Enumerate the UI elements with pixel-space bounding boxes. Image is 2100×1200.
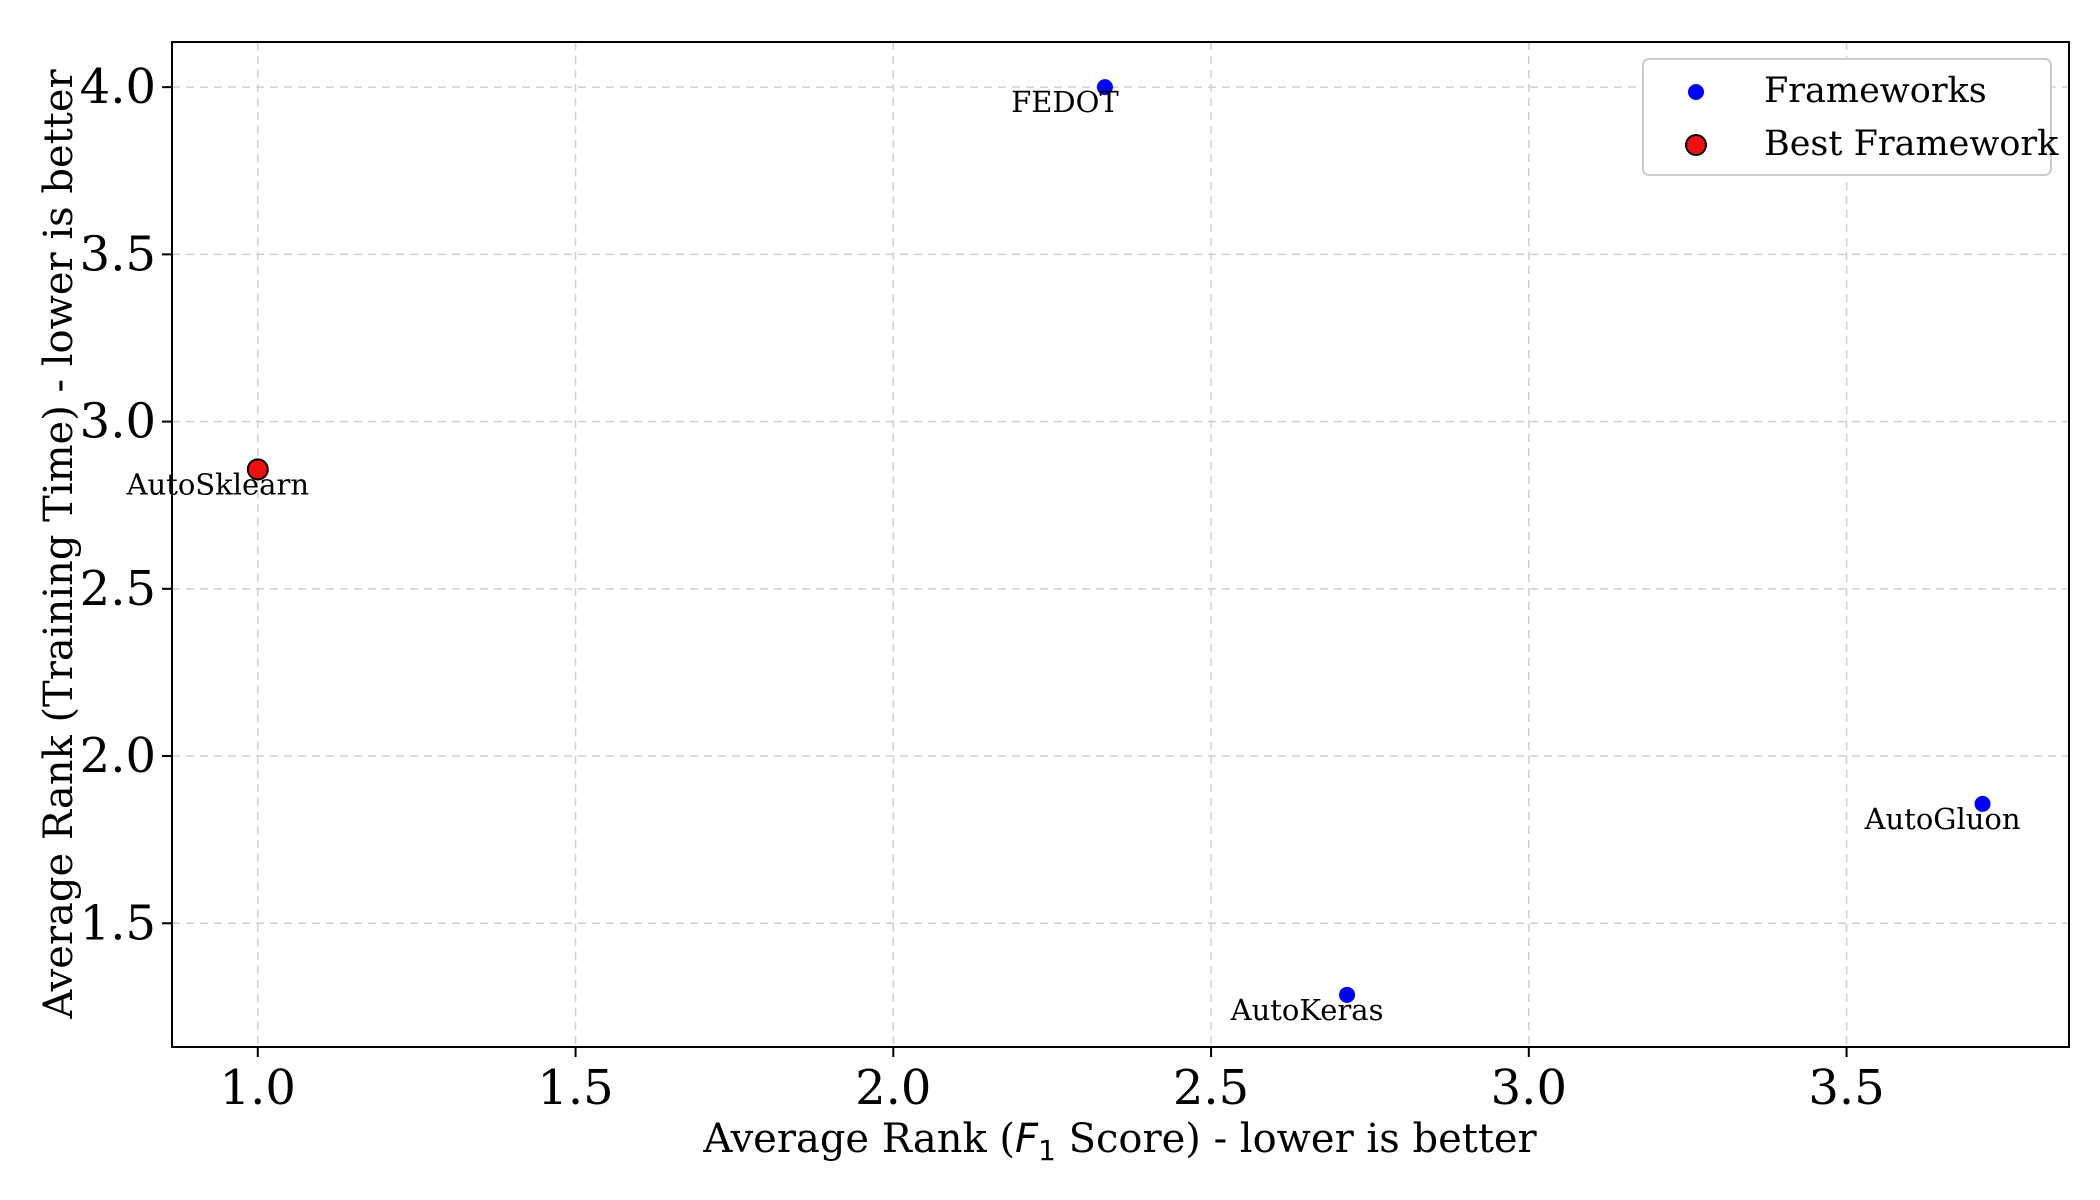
y-axis-label: Average Rank (Training Time) - lower is … <box>36 68 82 1019</box>
x-axis-label-end: Score) - lower is better <box>1056 1116 1538 1162</box>
plot-frame <box>171 41 2070 1048</box>
x-axis-label-start: Average Rank ( <box>702 1116 1015 1162</box>
data-point <box>1096 79 1113 96</box>
x-tick-label: 2.5 <box>1173 1060 1249 1116</box>
x-axis-label-subscript: 1 <box>1038 1134 1056 1167</box>
legend-marker-frameworks <box>1688 84 1704 100</box>
data-point <box>1974 795 1991 812</box>
x-tick-label: 1.5 <box>537 1060 613 1116</box>
x-tick-label: 3.0 <box>1491 1060 1567 1116</box>
y-tick-label: 3.0 <box>80 394 156 450</box>
legend: Frameworks Best Framework <box>1642 58 2059 176</box>
point-label: AutoGluon <box>1864 802 2021 836</box>
legend-label-best-framework: Best Framework <box>1764 124 2059 164</box>
point-label: AutoSklearn <box>126 467 309 501</box>
x-tick-label: 3.5 <box>1808 1060 1884 1116</box>
y-tick-label: 3.5 <box>80 226 156 282</box>
point-label: AutoKeras <box>1230 993 1384 1027</box>
data-point <box>1339 986 1356 1003</box>
point-label: FEDOT <box>1011 85 1119 119</box>
x-axis-label: Average Rank (F1 Score) - lower is bette… <box>702 1116 1537 1167</box>
plot-background <box>172 42 2069 1047</box>
legend-marker-best-framework <box>1685 134 1707 156</box>
x-axis-label-symbol: F <box>1015 1116 1039 1162</box>
data-point <box>246 458 269 481</box>
x-tick-label: 2.0 <box>855 1060 931 1116</box>
y-tick-label: 2.5 <box>80 561 156 617</box>
ticks: 1.0 1.5 2.0 2.5 3.0 3.5 1.5 2.0 2.5 3.0 3.5 4.0 <box>80 59 1885 1116</box>
y-tick-label: 2.0 <box>80 728 156 784</box>
data-points: FEDOT AutoGluon AutoKeras AutoSklearn <box>126 79 2021 1027</box>
legend-label-frameworks: Frameworks <box>1764 71 1987 111</box>
y-tick-label: 4.0 <box>80 59 156 115</box>
legend-box <box>1642 58 2052 176</box>
x-tick-label: 1.0 <box>220 1060 296 1116</box>
y-tick-label: 1.5 <box>80 895 156 951</box>
